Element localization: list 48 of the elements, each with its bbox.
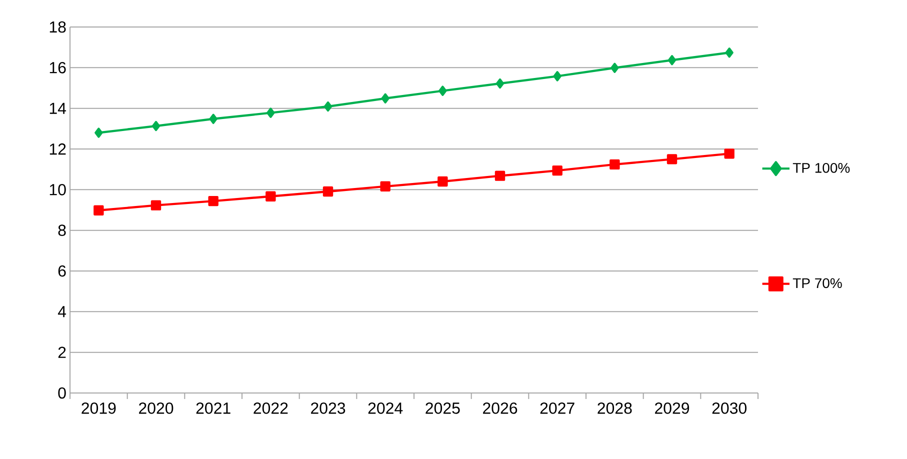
point: [324, 101, 332, 112]
point: [380, 181, 390, 192]
point: [666, 154, 678, 164]
y-tick-label: 16: [50, 62, 66, 74]
x-tick-label: 2027: [540, 402, 574, 414]
point: [266, 108, 275, 118]
y-tick-label: 14: [50, 102, 66, 114]
x-tick-label: 2021: [196, 402, 230, 414]
point: [668, 55, 676, 66]
x-tick-label: 2026: [483, 402, 518, 414]
x-tick-label: 2023: [311, 402, 346, 414]
point: [552, 165, 562, 176]
y-tick-label: 10: [50, 184, 66, 196]
point: [94, 128, 103, 138]
y-tick-label: 18: [50, 21, 66, 33]
y-tick-label: 8: [58, 224, 66, 236]
x-tick-label: 2024: [368, 402, 403, 414]
x-tick-label: 2025: [426, 402, 460, 414]
legend-label: TP 100%: [792, 162, 850, 173]
point: [610, 159, 620, 170]
point: [322, 186, 334, 197]
x-tick-label: 2028: [598, 402, 632, 414]
y-tick-label: 0: [58, 387, 66, 399]
point: [208, 196, 218, 206]
legend-label: TP 70%: [792, 278, 842, 288]
x-tick-label: 2022: [254, 402, 288, 414]
point: [438, 86, 447, 96]
x-tick-label: 2029: [655, 402, 690, 414]
point: [725, 48, 734, 58]
point: [496, 78, 504, 89]
y-tick-label: 2: [58, 346, 66, 358]
point: [494, 170, 506, 181]
y-tick-label: 4: [58, 306, 66, 318]
x-tick-label: 2030: [712, 402, 747, 414]
x-tick-label: 2019: [82, 402, 116, 414]
point: [724, 148, 734, 159]
point: [553, 71, 562, 82]
point: [438, 176, 448, 187]
point: [150, 200, 162, 210]
point: [266, 191, 276, 202]
y-tick-label: 6: [58, 265, 66, 277]
x-tick-label: 2020: [139, 402, 174, 414]
point: [152, 120, 160, 132]
point: [381, 93, 390, 104]
point: [610, 62, 619, 73]
point: [209, 114, 218, 124]
y-tick-label: 12: [50, 143, 66, 155]
point: [94, 205, 104, 216]
